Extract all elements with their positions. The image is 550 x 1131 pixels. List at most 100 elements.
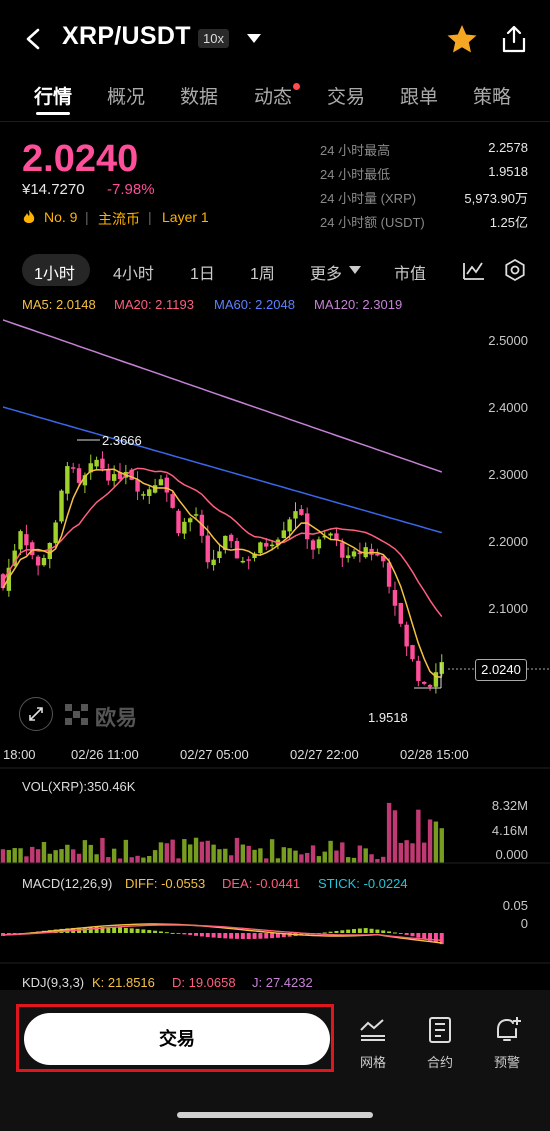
kdj-k: K: 21.8516 (92, 975, 155, 990)
volume-bar (322, 851, 327, 863)
volume-bar (147, 855, 152, 863)
volume-bar (258, 848, 263, 863)
stat-label: 24 小时最高 (320, 143, 391, 158)
volume-bar (398, 842, 403, 863)
volume-tick: 4.16M (491, 823, 528, 838)
volume-bar (334, 850, 339, 863)
macd-bar (334, 930, 339, 933)
candle-body (410, 645, 415, 660)
period-1h[interactable]: 1小时 (34, 266, 75, 283)
candle-body (305, 513, 310, 540)
contract-button[interactable]: 合约 (410, 1014, 470, 1074)
tab-market[interactable]: 行情 (34, 87, 73, 108)
caret-down-icon[interactable] (246, 33, 262, 45)
macd-title: MACD(12,26,9) (22, 876, 113, 891)
kdj-j: J: 27.4232 (252, 975, 313, 990)
grid-trading-icon (360, 1019, 385, 1041)
macd-bar (199, 933, 204, 937)
trade-button[interactable]: 交易 (24, 1013, 330, 1065)
macd-bar (264, 933, 269, 939)
alert-button[interactable]: 预警 (477, 1014, 537, 1074)
candle-body (398, 602, 403, 624)
tag-mainstream[interactable]: 主流币 (98, 211, 140, 227)
pair-symbol[interactable]: XRP/USDT (62, 22, 191, 50)
volume-bar (351, 857, 357, 863)
candle-body (152, 485, 158, 493)
contract-label: 合约 (426, 1055, 453, 1070)
macd-bar (147, 930, 152, 933)
period-1w[interactable]: 1周 (250, 266, 275, 283)
macd-bar (88, 927, 93, 933)
macd-bar (270, 933, 275, 939)
macd-bar (164, 932, 169, 934)
macd-dea: DEA: -0.0441 (222, 876, 301, 891)
macd-bar (252, 933, 257, 939)
tab-data[interactable]: 数据 (180, 87, 219, 108)
volume-bar (117, 858, 123, 863)
macd-bar (433, 933, 438, 943)
volume-bar (433, 821, 439, 863)
macd-bar (375, 929, 380, 933)
macd-bar (246, 933, 251, 939)
candle-body (264, 543, 269, 547)
macd-bar (410, 933, 415, 937)
macd-bar (322, 932, 327, 934)
macd-bar (381, 930, 386, 933)
stat-label: 24 小时额 (USDT) (320, 215, 425, 230)
tab-news[interactable]: 动态 (254, 87, 293, 108)
rank-label[interactable]: No. 9 (44, 209, 78, 225)
volume-bar (71, 849, 76, 863)
chevron-left-icon[interactable] (24, 28, 44, 50)
settings-icon[interactable] (503, 258, 527, 282)
volume-bar (211, 844, 216, 863)
time-tick: 02/26 11:00 (71, 747, 139, 762)
candle-body (340, 542, 345, 558)
fullscreen-button[interactable] (19, 697, 53, 731)
share-icon[interactable] (500, 24, 528, 54)
period-4h[interactable]: 4小时 (113, 266, 154, 283)
grid-button[interactable]: 网格 (343, 1014, 403, 1074)
volume-bar (234, 837, 240, 863)
okx-logo-icon (65, 704, 88, 725)
star-icon[interactable] (446, 24, 478, 54)
candlestick-chart[interactable] (0, 318, 550, 988)
tab-copy-trading[interactable]: 跟单 (400, 87, 439, 108)
macd-diff: DIFF: -0.0553 (125, 876, 206, 891)
stat-value-volume: 5,973.90万 (464, 191, 528, 206)
volume-bar (59, 849, 64, 863)
price-tick: 2.1000 (488, 601, 528, 616)
period-1d[interactable]: 1日 (190, 266, 215, 283)
candle-body (47, 542, 52, 559)
tag-separator: | (148, 209, 152, 225)
candle-body (76, 468, 82, 483)
period-more[interactable]: 更多 (310, 266, 343, 283)
tab-strategy[interactable]: 策略 (473, 87, 512, 108)
macd-bar (118, 927, 122, 933)
candle-body (381, 555, 386, 562)
volume-bar (269, 839, 275, 863)
tab-trade[interactable]: 交易 (327, 87, 366, 108)
candle-body (310, 540, 316, 550)
volume-bar (264, 858, 269, 863)
indicator-icon[interactable] (462, 259, 486, 281)
candle-body (94, 459, 99, 467)
tab-overview[interactable]: 概况 (107, 87, 146, 108)
tag-layer[interactable]: Layer 1 (162, 209, 209, 225)
volume-bar (252, 849, 257, 863)
candle-body (369, 548, 374, 555)
volume-bar (76, 853, 82, 863)
volume-bar (152, 850, 158, 863)
candle-body (287, 519, 292, 532)
volume-bar (164, 843, 169, 863)
candle-body (322, 535, 327, 538)
period-market-cap[interactable]: 市值 (394, 266, 426, 283)
volume-bar (176, 858, 181, 863)
candle-body (205, 535, 210, 563)
bell-plus-icon (497, 1017, 521, 1041)
candle-body (345, 555, 351, 559)
candle-body (41, 557, 47, 566)
ma20-label: MA20: 2.1193 (114, 297, 194, 312)
current-price-tag: 2.0240 (475, 659, 527, 681)
volume-bar (410, 843, 415, 863)
volume-bar (293, 850, 298, 863)
